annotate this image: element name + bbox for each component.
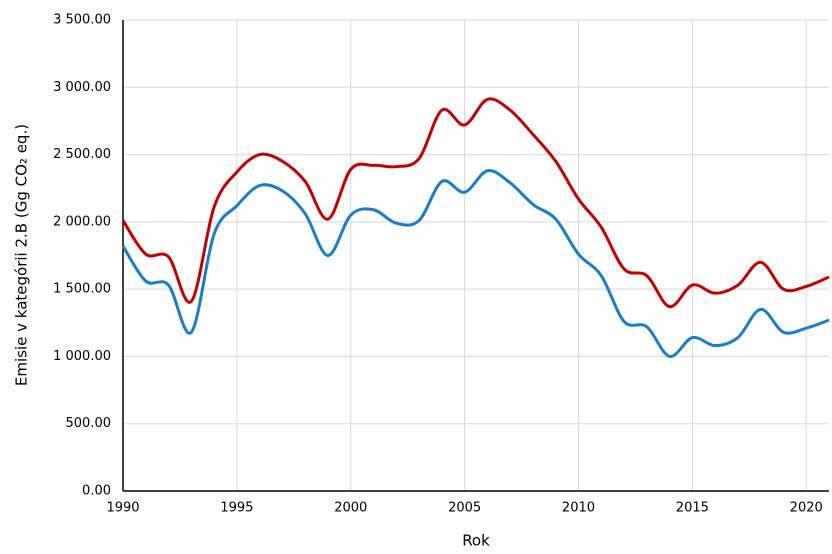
y-tick-label: 2 500.00	[53, 147, 111, 162]
x-tick-label: 1995	[220, 501, 253, 516]
y-axis-label: Emisie v kategórii 2.B (Gg CO₂ eq.)	[13, 124, 31, 386]
x-axis-label: Rok	[462, 532, 490, 550]
y-tick-label: 3 000.00	[53, 80, 111, 95]
y-tick-label: 0.00	[82, 484, 111, 499]
x-tick-label: 2005	[448, 501, 481, 516]
y-tick-label: 500.00	[66, 416, 112, 431]
line-series	[121, 169, 830, 358]
x-tick-label: 2010	[562, 501, 595, 516]
x-tick-label: 2020	[790, 501, 823, 516]
y-tick-label: 1 500.00	[53, 282, 111, 297]
line-series	[121, 97, 830, 309]
x-tick-label: 2000	[334, 501, 367, 516]
y-tick-label: 2 000.00	[53, 214, 111, 229]
x-tick-label: 2015	[676, 501, 709, 516]
y-tick-label: 1 000.00	[53, 349, 111, 364]
x-tick-label: 1990	[106, 501, 139, 516]
y-tick-label: 3 500.00	[53, 13, 111, 28]
